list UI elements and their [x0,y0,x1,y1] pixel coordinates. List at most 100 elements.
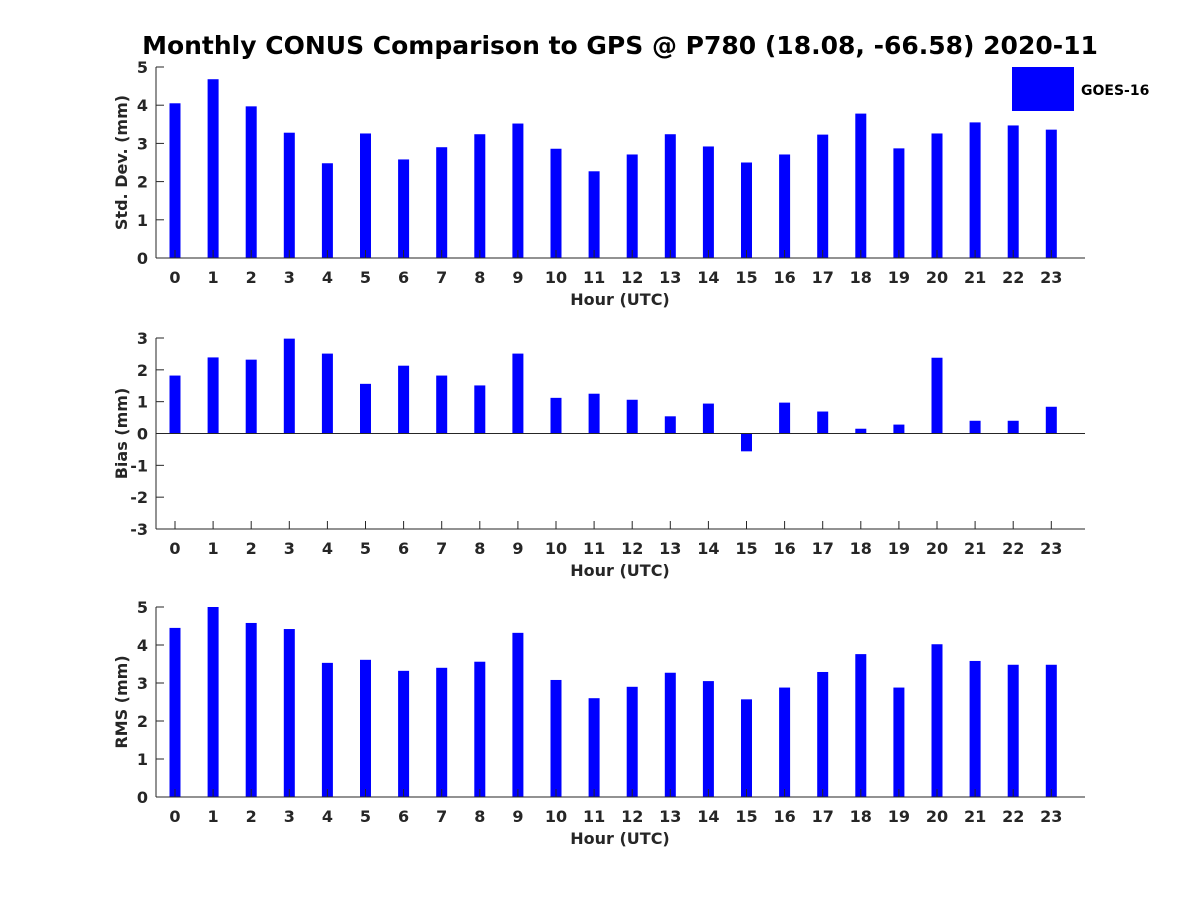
bar-hour-20 [931,133,943,258]
bar-hour-3 [283,338,295,434]
bar-hour-16 [779,687,791,797]
x-tick-label: 21 [964,539,986,558]
x-tick-label: 2 [246,807,257,826]
x-tick-label: 6 [398,807,409,826]
bar-hour-16 [779,154,791,258]
bar-hour-11 [588,393,600,434]
x-tick-label: 13 [659,539,681,558]
y-tick-label: 0 [137,425,148,444]
bar-hour-11 [588,171,600,258]
bar-hour-4 [321,163,333,258]
x-tick-label: 17 [812,807,834,826]
x-tick-label: 16 [773,807,795,826]
x-tick-label: 19 [888,539,910,558]
bar-hour-4 [321,353,333,434]
x-tick-label: 2 [246,539,257,558]
x-tick-label: 1 [208,807,219,826]
bar-hour-14 [702,403,714,434]
x-tick-label: 3 [284,268,295,287]
bar-hour-23 [1045,129,1057,258]
x-tick-label: 17 [812,539,834,558]
x-tick-label: 0 [169,268,180,287]
y-tick-label: 1 [137,393,148,412]
bar-hour-6 [398,159,410,258]
bar-hour-9 [512,353,524,434]
legend-label: GOES-16 [1081,83,1149,99]
bar-hour-19 [893,687,905,797]
bar-hour-0 [169,627,181,797]
bar-hour-8 [474,134,486,258]
x-tick-label: 5 [360,268,371,287]
x-tick-label: 7 [436,539,447,558]
bar-hour-21 [969,122,981,258]
x-tick-label: 19 [888,268,910,287]
x-tick-label: 7 [436,268,447,287]
x-tick-label: 21 [964,807,986,826]
bar-hour-18 [855,113,867,258]
x-tick-label: 9 [512,807,523,826]
y-tick-label: 4 [137,96,148,115]
bar-hour-20 [931,644,943,797]
x-tick-label: 5 [360,539,371,558]
bar-hour-17 [817,134,829,258]
x-tick-label: 10 [545,807,567,826]
bar-hour-1 [207,79,219,258]
x-tick-label: 3 [284,807,295,826]
bar-hour-17 [817,671,829,797]
bar-hour-9 [512,123,524,258]
bar-hour-2 [245,622,257,797]
legend-swatch [1012,67,1074,111]
bar-hour-6 [398,670,410,797]
x-tick-label: 12 [621,539,643,558]
bar-hour-7 [436,667,448,797]
x-tick-label: 12 [621,807,643,826]
x-tick-label: 1 [208,268,219,287]
x-tick-label: 0 [169,807,180,826]
x-tick-label: 12 [621,268,643,287]
x-axis-label: Hour (UTC) [570,290,670,309]
x-tick-label: 11 [583,268,605,287]
bar-hour-5 [360,659,371,797]
bar-hour-8 [474,661,486,797]
bar-hour-15 [741,162,752,258]
x-tick-label: 3 [284,539,295,558]
x-tick-label: 11 [583,807,605,826]
x-tick-label: 20 [926,539,948,558]
chart-title: Monthly CONUS Comparison to GPS @ P780 (… [142,31,1098,60]
x-tick-label: 16 [773,539,795,558]
x-tick-label: 9 [512,539,523,558]
x-tick-label: 10 [545,268,567,287]
x-tick-label: 14 [697,807,719,826]
bar-hour-12 [626,686,638,797]
bar-hour-2 [245,359,257,434]
x-tick-label: 23 [1040,539,1062,558]
y-tick-label: 3 [137,329,148,348]
x-tick-label: 22 [1002,539,1024,558]
bar-hour-16 [779,402,791,434]
x-tick-label: 19 [888,807,910,826]
bar-hour-14 [702,681,714,797]
x-tick-label: 22 [1002,807,1024,826]
bar-hour-23 [1045,664,1057,797]
y-tick-label: 5 [137,58,148,77]
x-tick-label: 18 [850,807,872,826]
x-tick-label: 10 [545,539,567,558]
y-tick-label: 0 [137,788,148,807]
bar-hour-23 [1045,406,1057,434]
x-tick-label: 23 [1040,268,1062,287]
x-axis-label: Hour (UTC) [570,561,670,580]
bar-hour-7 [436,147,448,258]
y-tick-label: 1 [137,211,148,230]
bar-hour-15 [741,699,752,797]
bar-hour-19 [893,424,905,434]
x-tick-label: 15 [735,539,757,558]
x-tick-label: 15 [735,268,757,287]
bar-hour-2 [245,106,257,258]
x-tick-label: 8 [474,268,485,287]
x-tick-label: 1 [208,539,219,558]
x-tick-label: 15 [735,807,757,826]
x-tick-label: 14 [697,268,719,287]
